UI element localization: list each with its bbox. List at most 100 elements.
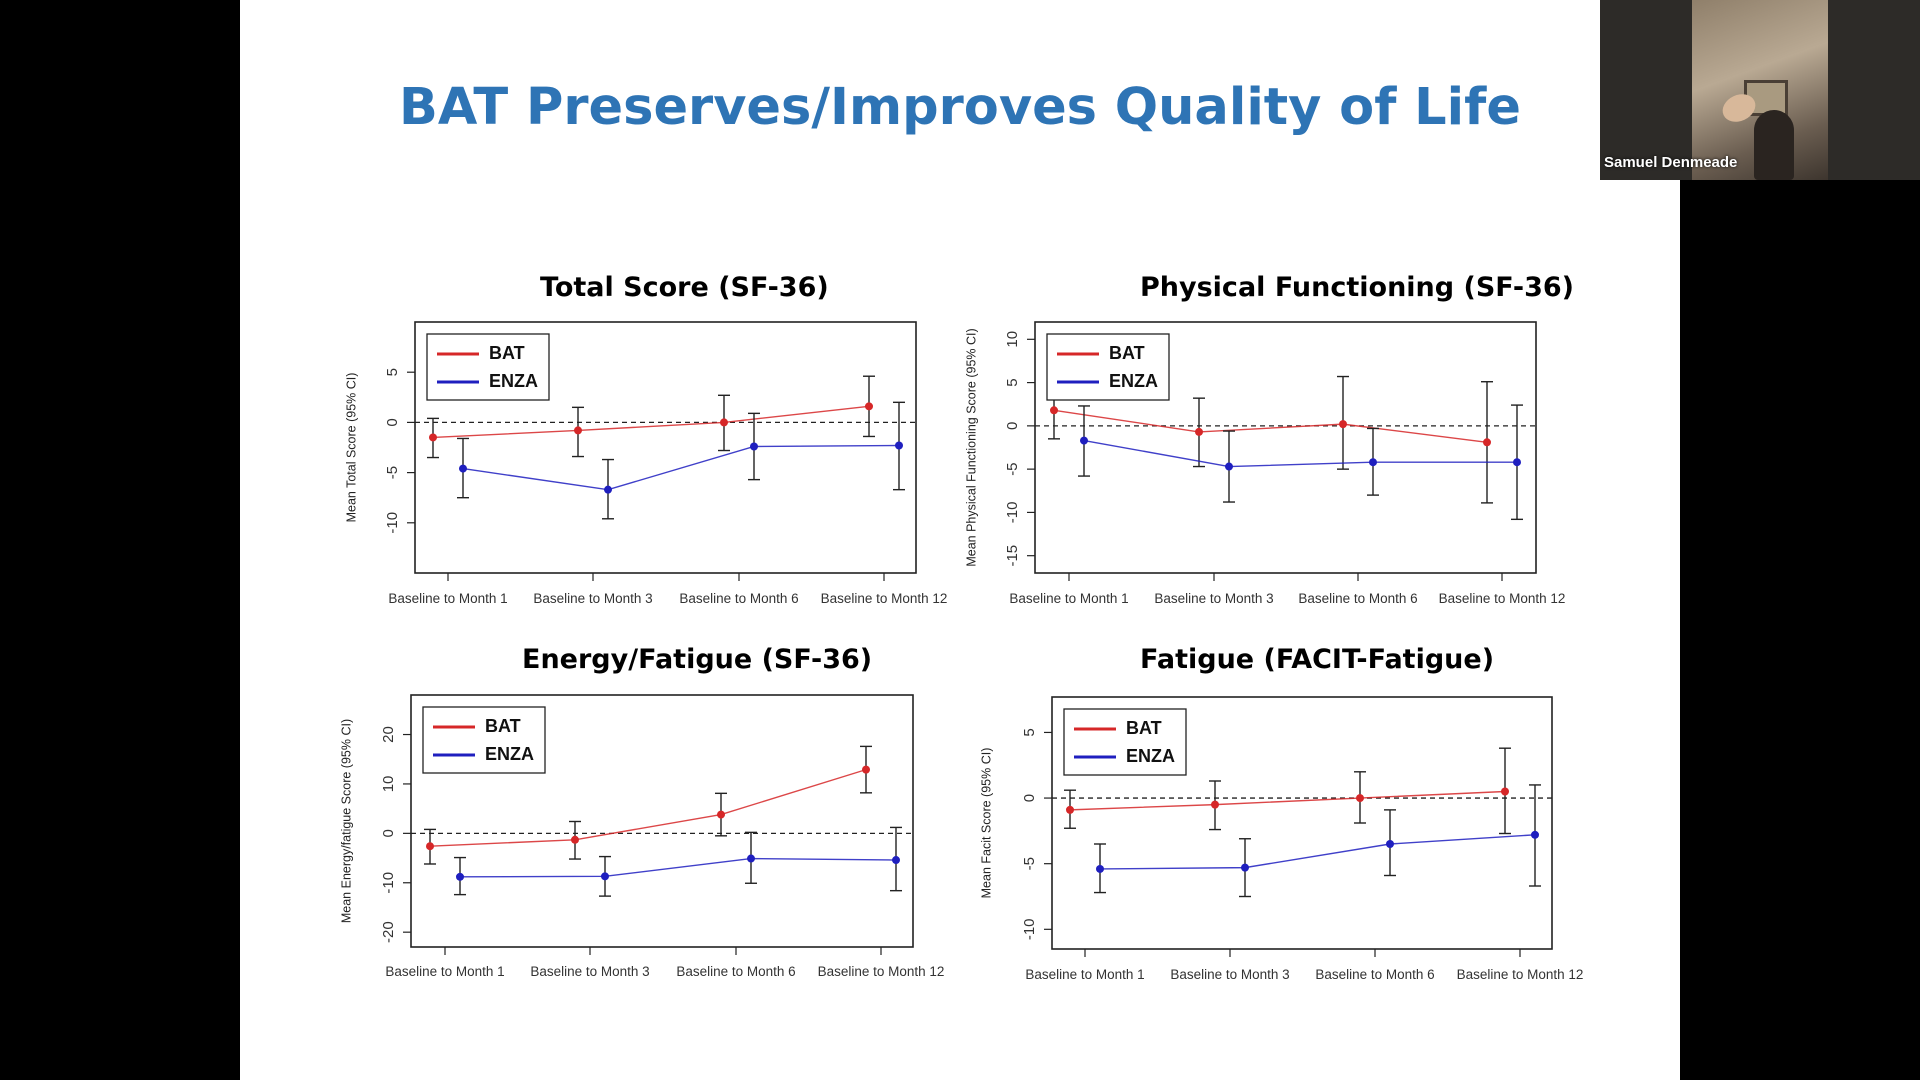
- y-tick-label: 5: [1021, 728, 1038, 736]
- legend-label-enza: ENZA: [489, 371, 538, 391]
- y-tick-label: 0: [1021, 794, 1038, 802]
- legend-label-bat: BAT: [485, 716, 521, 736]
- data-point-bat: [1501, 787, 1509, 796]
- y-tick-label: 0: [380, 829, 397, 837]
- legend-box: [422, 706, 546, 774]
- data-point-bat: [717, 810, 725, 819]
- y-tick-label: 0: [384, 418, 401, 426]
- chart-total-score: 5 0 -5 -10 Mean Total Score (95% CI) Baseline…: [344, 321, 948, 606]
- participant-silhouette: [1754, 110, 1794, 180]
- data-point-bat: [1483, 438, 1491, 447]
- x-tick-label: Baseline to Month 6: [676, 964, 795, 979]
- chart-physical-functioning: 10 5 0 -5 -10 -15 Mean Physical Functioning Sc…: [964, 321, 1566, 606]
- x-tick-label: Baseline to Month 6: [1298, 591, 1417, 606]
- legend: BAT ENZA: [1046, 333, 1170, 401]
- legend-label-bat: BAT: [1126, 718, 1162, 738]
- data-point-bat: [426, 842, 434, 851]
- x-tick-label: Baseline to Month 12: [1439, 591, 1566, 606]
- series-bat: [424, 745, 872, 865]
- data-point-bat: [862, 765, 870, 774]
- data-point-enza: [604, 485, 612, 494]
- data-point-enza: [1369, 458, 1377, 467]
- data-point-bat: [429, 433, 437, 442]
- legend-box: [426, 333, 550, 401]
- legend-label-enza: ENZA: [485, 744, 534, 764]
- slide: BAT Preserves/Improves Quality of Life T…: [240, 0, 1680, 1080]
- series-enza: [1078, 404, 1523, 521]
- x-tick-label: Baseline to Month 6: [1315, 967, 1434, 982]
- x-tick-label: Baseline to Month 3: [1154, 591, 1273, 606]
- x-tick-label: Baseline to Month 3: [533, 591, 652, 606]
- y-tick-label: 10: [380, 776, 397, 793]
- series-enza: [454, 826, 902, 897]
- legend-box: [1046, 333, 1170, 401]
- y-tick-label: 5: [1004, 378, 1021, 386]
- chart-fatigue-facit: 5 0 -5 -10 Mean Facit Score (95% CI) Baseline…: [979, 696, 1584, 982]
- legend: BAT ENZA: [426, 333, 550, 401]
- y-tick-label: 10: [1004, 331, 1021, 348]
- chart-title-physical-functioning: Physical Functioning (SF-36): [1140, 272, 1575, 303]
- plot-frame: [414, 321, 917, 574]
- x-tick-label: Baseline to Month 12: [1457, 967, 1584, 982]
- data-point-bat: [1339, 420, 1347, 429]
- x-tick-label: Baseline to Month 6: [679, 591, 798, 606]
- series-line-enza: [459, 857, 897, 878]
- y-tick-label: 20: [380, 726, 397, 743]
- series-enza: [1094, 784, 1541, 898]
- legend-label-bat: BAT: [489, 343, 525, 363]
- y-axis-label: Mean Physical Functioning Score (95% CI): [964, 328, 978, 566]
- y-tick-label: -15: [1004, 545, 1021, 567]
- legend-label-enza: ENZA: [1109, 371, 1158, 391]
- data-point-enza: [601, 872, 609, 881]
- y-tick-label: -10: [380, 872, 397, 894]
- y-axis-label: Mean Energy/fatigue Score (95% CI): [339, 719, 353, 923]
- data-point-enza: [456, 872, 464, 881]
- participant-video-feed: [1692, 0, 1828, 180]
- series-bat: [1048, 375, 1493, 504]
- data-point-enza: [1096, 864, 1104, 873]
- y-tick-label: 0: [1004, 422, 1021, 430]
- y-tick-label: 5: [384, 368, 401, 376]
- series-line-bat: [1069, 790, 1506, 811]
- y-tick-label: -10: [384, 512, 401, 534]
- x-tick-label: Baseline to Month 1: [385, 964, 504, 979]
- series-line-bat: [1053, 409, 1488, 444]
- chart-area: 5 0 -5 -10 Mean Total Score (95% CI) Baseline…: [339, 321, 1584, 982]
- data-point-bat: [720, 418, 728, 427]
- data-point-enza: [750, 442, 758, 451]
- y-tick-label: -10: [1021, 918, 1038, 940]
- legend: BAT ENZA: [422, 706, 546, 774]
- x-tick-label: Baseline to Month 3: [530, 964, 649, 979]
- series-enza: [457, 401, 905, 520]
- legend-label-enza: ENZA: [1126, 746, 1175, 766]
- x-tick-label: Baseline to Month 1: [388, 591, 507, 606]
- data-point-enza: [747, 854, 755, 863]
- x-tick-label: Baseline to Month 12: [821, 591, 948, 606]
- x-tick-label: Baseline to Month 3: [1170, 967, 1289, 982]
- y-tick-label: -5: [384, 466, 401, 479]
- data-point-enza: [1513, 458, 1521, 467]
- chart-title-total-score: Total Score (SF-36): [540, 272, 829, 303]
- chart-title-fatigue-facit: Fatigue (FACIT-Fatigue): [1140, 644, 1495, 675]
- chart-energy-fatigue: 20 10 0 -10 -20 Mean Energy/fatigue Score (95…: [339, 694, 944, 979]
- series-bat: [1064, 747, 1511, 835]
- data-point-bat: [571, 835, 579, 844]
- data-point-enza: [892, 856, 900, 865]
- data-point-enza: [459, 464, 467, 473]
- plot-frame: [1051, 696, 1553, 950]
- legend-label-bat: BAT: [1109, 343, 1145, 363]
- y-tick-label: -5: [1021, 857, 1038, 870]
- data-point-bat: [574, 426, 582, 435]
- plot-frame: [410, 694, 914, 948]
- participant-name: Samuel Denmeade: [1604, 154, 1738, 171]
- data-point-bat: [1356, 794, 1364, 803]
- data-point-enza: [1386, 840, 1394, 848]
- data-point-enza: [1225, 462, 1233, 471]
- y-tick-label: -5: [1004, 462, 1021, 475]
- series-line-bat: [429, 768, 867, 847]
- series-line-enza: [462, 444, 900, 491]
- series-line-enza: [1099, 834, 1536, 870]
- data-point-enza: [1241, 863, 1249, 872]
- participant-video-tile[interactable]: Samuel Denmeade: [1600, 0, 1920, 180]
- data-point-bat: [865, 402, 873, 411]
